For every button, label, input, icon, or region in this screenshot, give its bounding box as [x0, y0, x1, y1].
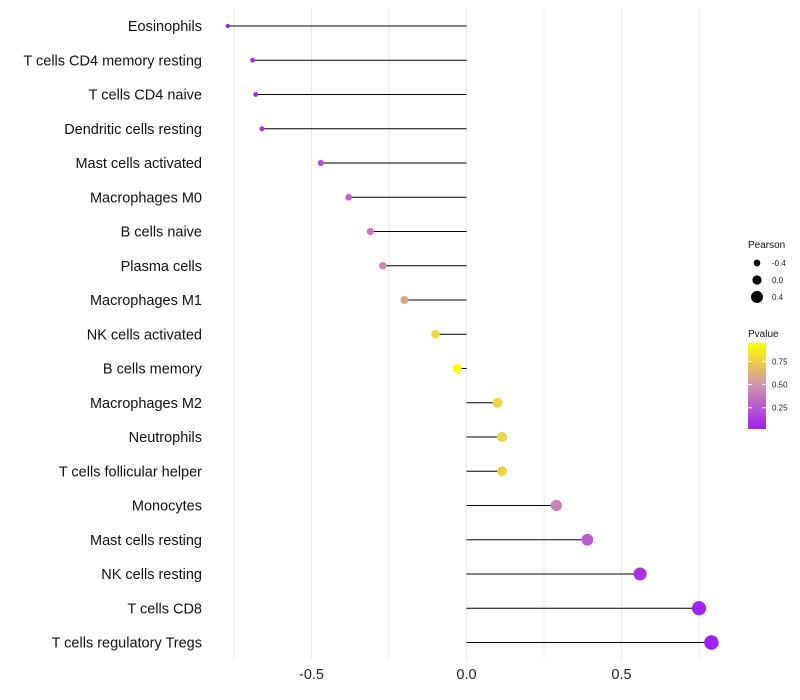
data-point [366, 227, 375, 236]
category-label: Mast cells activated [75, 156, 202, 172]
data-point [497, 431, 508, 443]
category-label: NK cells resting [101, 567, 202, 583]
grid-lines [233, 8, 700, 660]
category-label: B cells memory [103, 362, 203, 378]
category-label: T cells regulatory Tregs [52, 636, 202, 652]
category-label: Dendritic cells resting [64, 122, 202, 138]
category-label: B cells naive [121, 225, 202, 241]
category-label: Mast cells resting [90, 533, 202, 549]
data-point [400, 296, 409, 304]
size-legend-label: 0.0 [772, 276, 784, 285]
size-legend-key [753, 259, 761, 267]
color-legend: Pvalue 0.25 0.50 0.75 [748, 329, 788, 429]
data-point [704, 635, 719, 650]
category-label: Plasma cells [121, 259, 202, 275]
stems [227, 25, 712, 644]
data-point [691, 601, 707, 616]
category-label: Monocytes [132, 499, 202, 515]
size-legend-title: Pearson [748, 240, 785, 251]
data-point [633, 567, 647, 581]
data-point [253, 92, 259, 97]
data-point [431, 329, 440, 339]
category-labels: Eosinophils T cells CD4 memory resting T c… [23, 19, 202, 652]
data-point [452, 363, 462, 374]
size-legend-key [751, 291, 763, 303]
size-legend-key [752, 275, 762, 285]
points [225, 23, 719, 650]
category-label: Macrophages M1 [90, 293, 202, 309]
x-axis-ticks: -0.5 0.0 0.5 [299, 667, 632, 683]
color-legend-label: 0.50 [772, 381, 788, 390]
category-label: Eosinophils [128, 19, 202, 35]
data-point [317, 159, 324, 167]
x-tick-label: 0.0 [456, 667, 476, 683]
category-label: Neutrophils [129, 430, 202, 446]
x-tick-label: -0.5 [299, 667, 324, 683]
size-legend: Pearson -0.4 0.0 0.4 [748, 240, 786, 303]
data-point [497, 466, 508, 477]
data-point [581, 533, 594, 546]
size-legend-label: 0.4 [772, 293, 784, 302]
category-label: T cells CD4 memory resting [23, 53, 202, 69]
x-tick-label: 0.5 [611, 667, 631, 683]
data-point [250, 57, 255, 63]
data-point [550, 499, 562, 512]
category-label: T cells CD4 naive [89, 88, 202, 104]
color-legend-title: Pvalue [748, 329, 779, 340]
category-label: NK cells activated [87, 327, 202, 343]
color-legend-bar [748, 343, 766, 429]
category-label: Macrophages M2 [90, 396, 202, 412]
data-point [345, 193, 353, 201]
data-point [492, 397, 503, 408]
category-label: T cells follicular helper [59, 464, 202, 480]
data-point [259, 126, 265, 132]
category-label: Macrophages M0 [90, 190, 202, 206]
category-label: T cells CD8 [127, 601, 202, 617]
size-legend-label: -0.4 [772, 259, 786, 268]
color-legend-label: 0.25 [772, 404, 788, 413]
data-point [379, 262, 387, 270]
color-legend-label: 0.75 [772, 357, 788, 366]
data-point [225, 23, 230, 29]
